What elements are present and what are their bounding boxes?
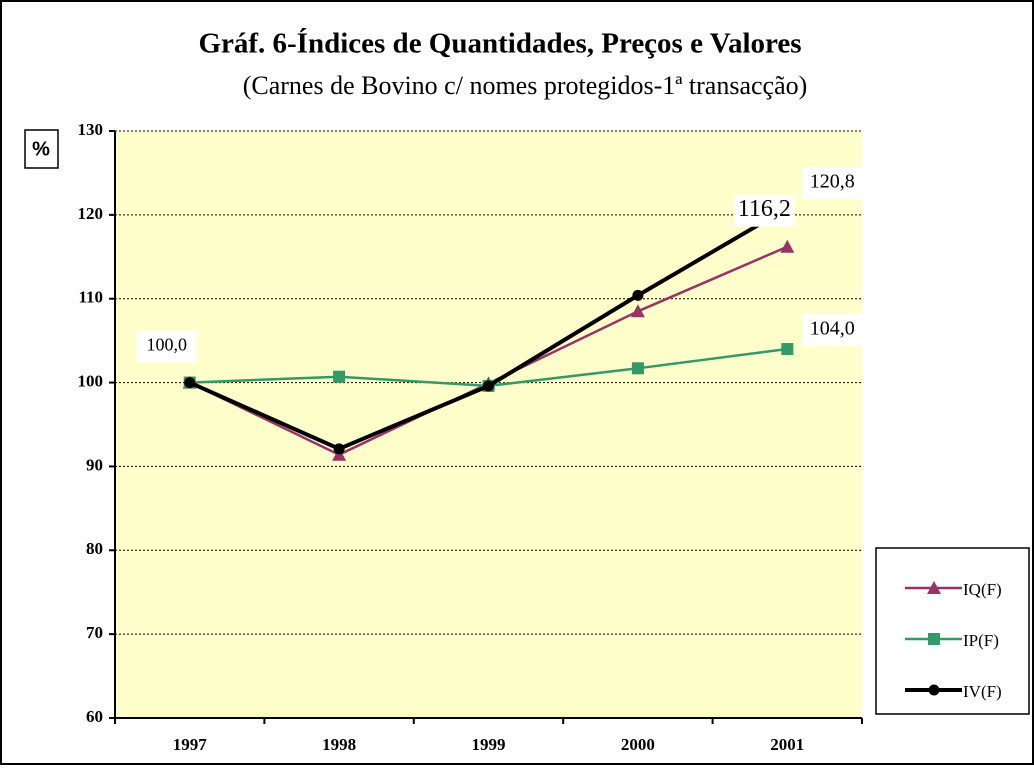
x-tick-label: 2001 xyxy=(770,735,804,754)
data-label-box xyxy=(734,194,795,227)
y-tick-label: 60 xyxy=(86,707,103,726)
x-tick-label: 1998 xyxy=(322,735,356,754)
data-label-box xyxy=(802,314,863,347)
y-tick-label: 110 xyxy=(78,288,103,307)
x-tick-label: 1997 xyxy=(173,735,208,754)
x-tick-label: 2000 xyxy=(621,735,655,754)
data-label: 100,0 xyxy=(146,335,187,355)
y-label-box xyxy=(24,129,59,169)
legend-label: IP(F) xyxy=(963,631,999,650)
chart-title: Gráf. 6-Índices de Quantidades, Preços e… xyxy=(198,27,801,60)
data-label-box xyxy=(802,167,863,200)
data-label-box xyxy=(136,330,197,363)
legend-marker xyxy=(927,581,941,594)
legend-box xyxy=(875,547,1030,715)
data-label: 120,8 xyxy=(810,171,855,193)
data-point xyxy=(483,380,494,392)
data-label: 104,0 xyxy=(810,318,855,340)
data-point xyxy=(780,239,795,253)
chart-subtitle: (Carnes de Bovino c/ nomes protegidos-1ª… xyxy=(243,71,808,100)
x-tick-label: 1999 xyxy=(472,735,506,754)
legend-marker xyxy=(928,633,940,645)
y-tick-label: 80 xyxy=(86,539,103,558)
y-tick-label: 70 xyxy=(86,623,103,642)
legend-marker xyxy=(928,684,940,696)
plot-area xyxy=(115,131,862,718)
y-axis-label: % xyxy=(32,138,50,160)
data-label: 116,2 xyxy=(738,196,791,222)
data-point xyxy=(630,304,645,318)
data-point xyxy=(781,343,794,356)
y-tick-label: 120 xyxy=(78,204,104,223)
data-point xyxy=(184,377,196,389)
y-tick-label: 130 xyxy=(78,120,104,139)
data-point xyxy=(333,370,346,383)
data-point xyxy=(333,443,345,455)
y-tick-label: 90 xyxy=(86,455,103,474)
y-tick-label: 100 xyxy=(78,371,104,390)
legend-label: IV(F) xyxy=(963,682,1002,701)
data-point xyxy=(631,362,644,375)
data-point xyxy=(632,289,644,301)
legend-label: IQ(F) xyxy=(963,580,1002,599)
